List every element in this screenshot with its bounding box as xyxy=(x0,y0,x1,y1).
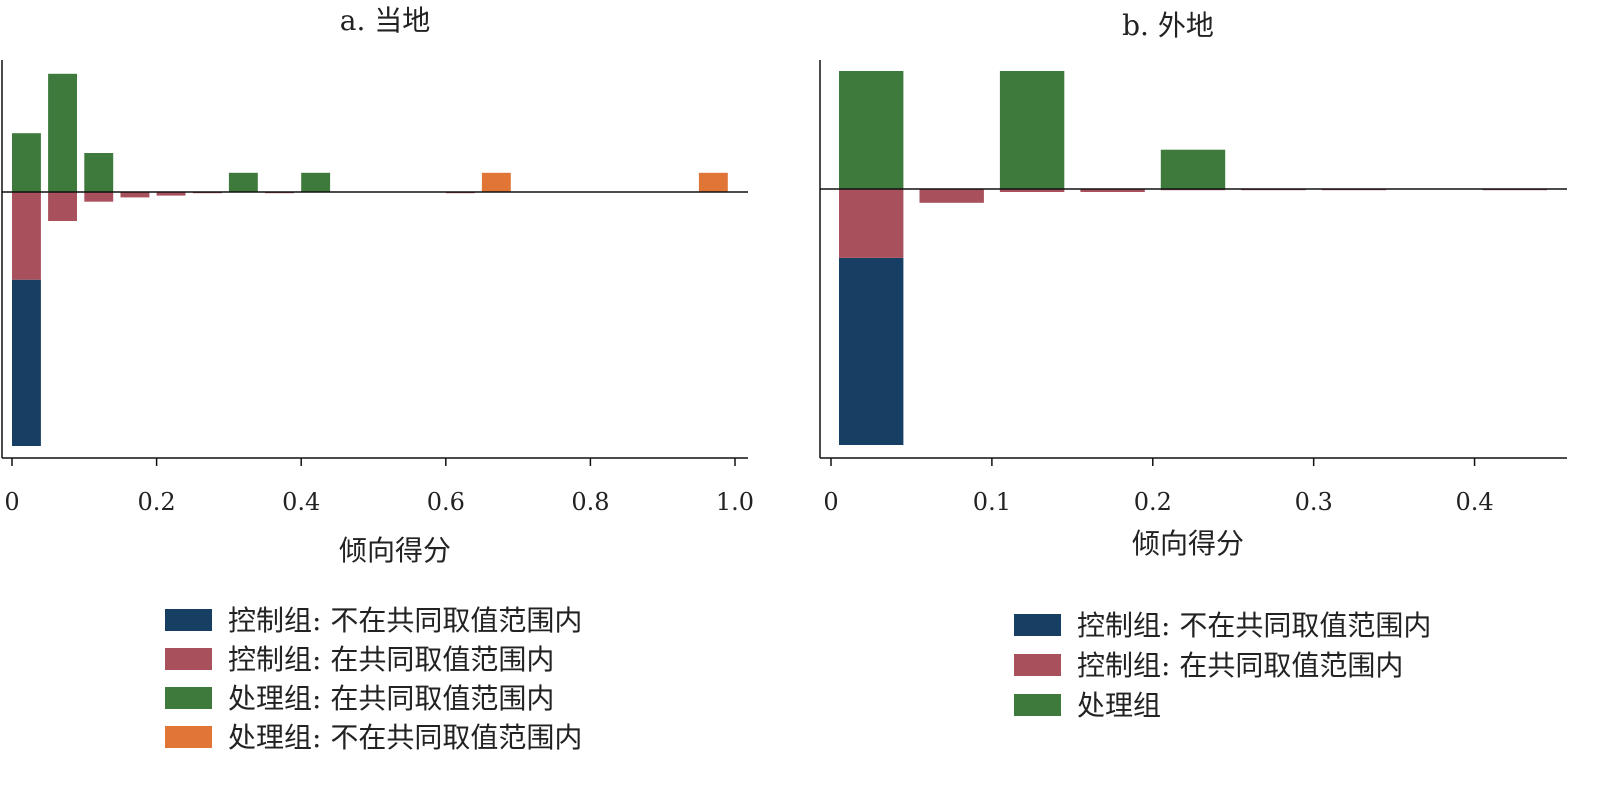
panel-a-bar-s0-b0 xyxy=(12,279,41,446)
panel-b-tick-label-4: 0.4 xyxy=(1455,488,1493,516)
panel-a-legend-swatch-2 xyxy=(165,687,212,709)
panel-b-title: b. 外地 xyxy=(1122,9,1214,42)
panel-a-tick-label-4: 0.8 xyxy=(571,488,609,516)
panel-a-tick-label-5: 1.0 xyxy=(716,488,754,516)
panel-a-bar-s1-b3 xyxy=(120,192,150,198)
panel-b-legend-label-2: 处理组 xyxy=(1077,689,1161,722)
panel-b-bars xyxy=(839,71,1547,445)
panel-a-bar-s2-b1 xyxy=(48,73,77,192)
panel-a-x-label: 倾向得分 xyxy=(339,534,451,567)
panel-b-bar-s1-b1 xyxy=(919,189,984,203)
panel-b-bar-s1-b3 xyxy=(1080,189,1145,192)
panel-a-legend-label-2: 处理组: 在共同取值范围内 xyxy=(228,682,554,715)
panel-b-x-ticks: 0 0.1 0.2 0.3 0.4 xyxy=(823,458,1494,516)
panel-a-legend-swatch-0 xyxy=(165,609,212,631)
panel-b-bar-s2-b2 xyxy=(1160,149,1226,189)
panel-b-bar-s2-b1 xyxy=(999,71,1065,189)
panel-a-bar-s3-b1 xyxy=(698,172,728,192)
panel-b-legend-label-0: 控制组: 不在共同取值范围内 xyxy=(1077,609,1431,642)
panel-a-bar-s1-b0 xyxy=(12,192,41,280)
panel-a-bar-s2-b0 xyxy=(12,133,41,192)
panel-a-legend-swatch-3 xyxy=(165,726,212,748)
panel-a-bar-s2-b2 xyxy=(84,153,114,192)
panel-b-legend-label-1: 控制组: 在共同取值范围内 xyxy=(1077,649,1403,682)
panel-b-bar-s1-b2 xyxy=(999,189,1065,192)
panel-a-local: a. 当地 0 0.2 0.4 0.6 0.8 1.0 倾向得分 控制组: 不在共同取值范… xyxy=(1,4,754,754)
panel-b-tick-label-3: 0.3 xyxy=(1295,488,1333,516)
panel-b-legend-swatch-2 xyxy=(1014,694,1061,716)
panel-a-tick-label-3: 0.6 xyxy=(427,488,465,516)
panel-a-bar-s1-b2 xyxy=(84,192,114,202)
panel-a-bar-s3-b0 xyxy=(481,172,511,192)
panel-b-tick-label-0: 0 xyxy=(823,488,838,516)
panel-a-legend-label-3: 处理组: 不在共同取值范围内 xyxy=(228,721,582,754)
panel-a-tick-label-1: 0.2 xyxy=(138,488,176,516)
panel-a-bars xyxy=(12,73,728,446)
panel-b-bar-s2-b0 xyxy=(839,71,904,189)
panel-a-title: a. 当地 xyxy=(340,4,431,37)
panel-b-x-label: 倾向得分 xyxy=(1132,527,1244,560)
panel-b-nonlocal: b. 外地 0 0.1 0.2 0.3 0.4 倾向得分 控制组: 不在共同取值范围内控… xyxy=(819,9,1567,722)
panel-a-bar-s2-b4 xyxy=(301,172,331,192)
panel-b-tick-label-2: 0.2 xyxy=(1134,488,1172,516)
panel-a-legend-swatch-1 xyxy=(165,648,212,670)
panel-a-bar-s2-b3 xyxy=(228,172,258,192)
panel-b-tick-label-1: 0.1 xyxy=(973,488,1011,516)
panel-a-legend-label-1: 控制组: 在共同取值范围内 xyxy=(228,643,554,676)
panel-a-tick-label-0: 0 xyxy=(4,488,19,516)
panel-a-bar-s1-b1 xyxy=(48,192,77,221)
panel-b-legend-swatch-1 xyxy=(1014,654,1061,676)
panel-a-tick-label-2: 0.4 xyxy=(282,488,320,516)
panel-b-bar-s0-b0 xyxy=(839,257,904,445)
panel-b-legend-swatch-0 xyxy=(1014,614,1061,636)
panel-a-x-ticks: 0 0.2 0.4 0.6 0.8 1.0 xyxy=(4,458,754,516)
panel-b-bar-s1-b0 xyxy=(839,189,904,258)
panel-a-bar-s1-b4 xyxy=(156,192,186,196)
panel-a-legend-label-0: 控制组: 不在共同取值范围内 xyxy=(228,604,582,637)
